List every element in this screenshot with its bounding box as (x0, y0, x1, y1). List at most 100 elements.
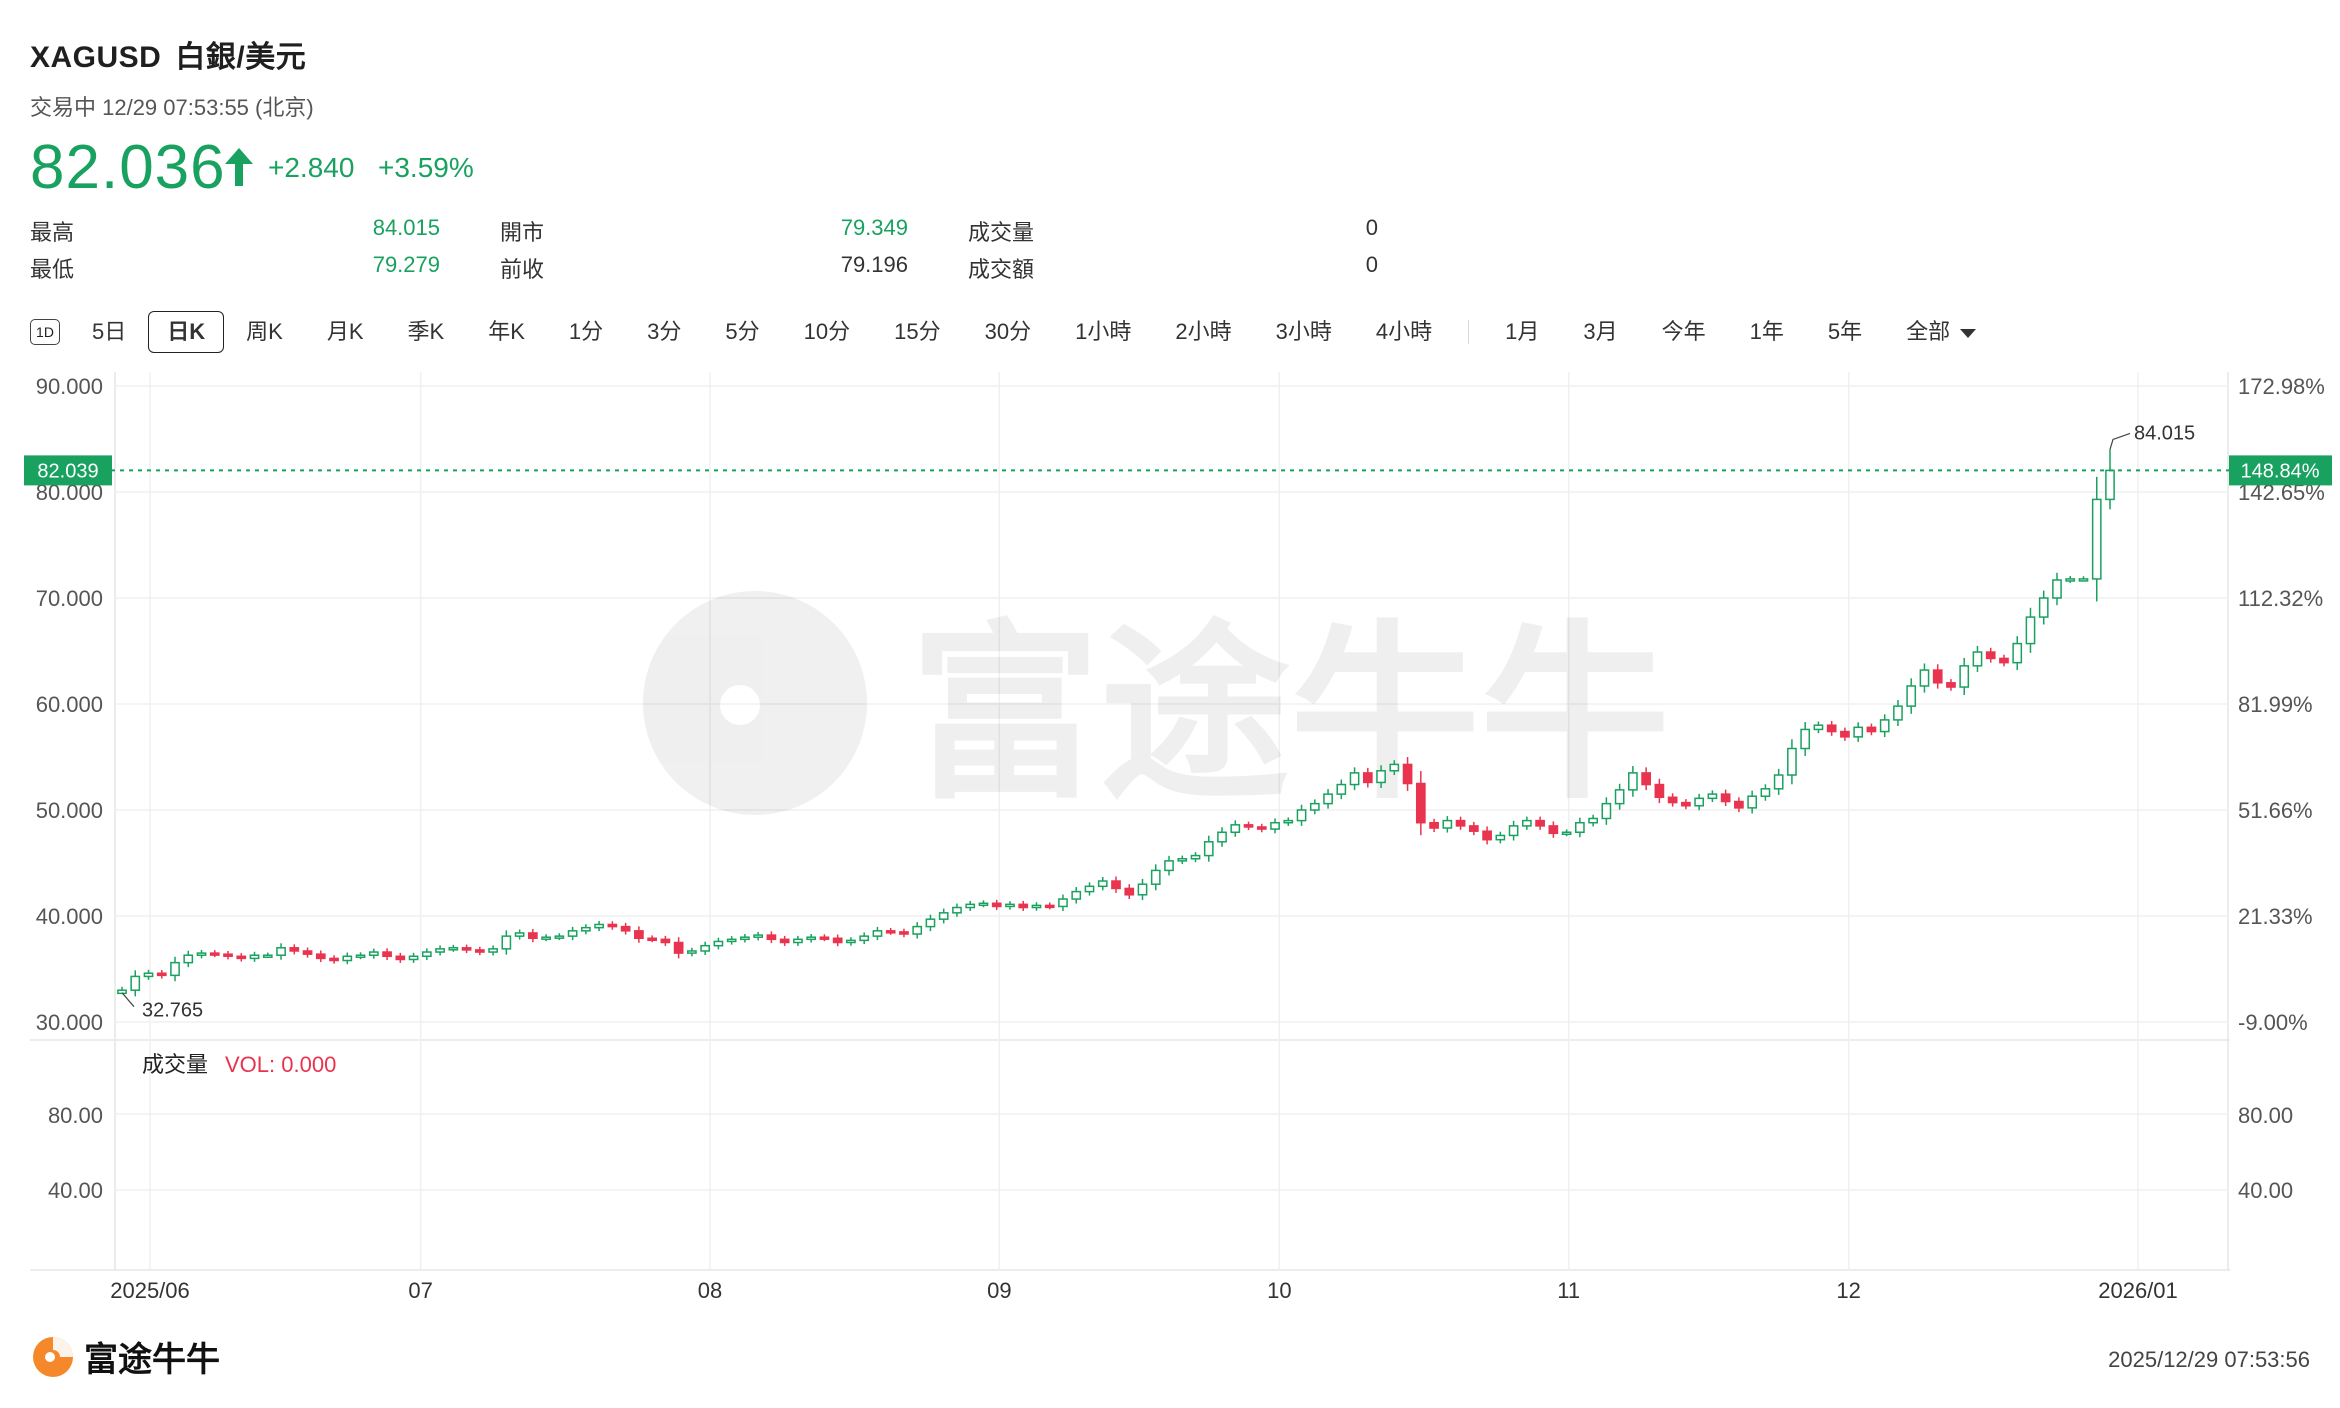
period-monthly-k[interactable]: 月K (326, 319, 364, 344)
range-1y[interactable]: 1年 (1749, 319, 1784, 344)
stat-label-turnover: 成交額 (968, 257, 1035, 282)
period-quarterly-k[interactable]: 季K (407, 319, 445, 344)
candle-body (183, 954, 194, 964)
candle-body (2105, 469, 2115, 501)
candle-body (1071, 890, 1082, 900)
period-5min[interactable]: 5分 (725, 319, 760, 344)
range-ytd[interactable]: 今年 (1661, 319, 1706, 344)
period-10min[interactable]: 10分 (803, 319, 851, 344)
candle-body (209, 952, 220, 956)
footer-timestamp: 2025/12/29 07:53:56 (2108, 1347, 2310, 1372)
candle-body (1681, 801, 1691, 807)
x-axis-label: 08 (698, 1278, 722, 1303)
period-3min[interactable]: 3分 (647, 319, 682, 344)
period-1min[interactable]: 1分 (568, 319, 604, 344)
period-weekly-k[interactable]: 周K (246, 319, 283, 344)
watermark-text: 富途牛牛 (910, 609, 1670, 821)
range-1m[interactable]: 1月 (1505, 319, 1540, 344)
watermark: 富途牛牛 (643, 591, 1670, 821)
x-axis-label: 09 (987, 1278, 1011, 1303)
candle-body (1959, 665, 1970, 688)
candle-body (1217, 831, 1227, 843)
candle-body (793, 938, 803, 944)
candle-body (1707, 793, 1718, 800)
x-axis-label: 07 (408, 1278, 432, 1303)
period-15min[interactable]: 15分 (894, 319, 941, 344)
candle-body (302, 950, 313, 955)
low-leader (121, 992, 135, 1008)
candle-body (408, 955, 419, 961)
candle-body (1813, 724, 1824, 731)
period-3h[interactable]: 3小時 (1275, 319, 1332, 344)
candle-body (1442, 819, 1453, 829)
period-2h[interactable]: 2小時 (1175, 319, 1232, 344)
candle-body (554, 935, 565, 939)
candle-body (1747, 795, 1758, 809)
candle-body (1389, 763, 1400, 772)
trading-status: 交易中 12/29 07:53:55 (北京) (30, 95, 314, 120)
range-5y[interactable]: 5年 (1827, 319, 1863, 344)
candle-body (1694, 797, 1705, 807)
symbol: XAGUSD (30, 41, 162, 74)
range-3m[interactable]: 3月 (1583, 319, 1618, 344)
candle-body (1058, 898, 1068, 908)
candle-body (421, 951, 432, 958)
interval-picker-icon[interactable]: 1D (30, 319, 60, 345)
candle-body (1879, 719, 1890, 733)
candle-body (660, 938, 671, 944)
candle-body (382, 951, 392, 958)
candle-body (647, 937, 657, 942)
range-all-dropdown[interactable]: 全部 (1884, 310, 1998, 354)
candle-body (514, 932, 525, 937)
period-daily-k[interactable]: 日K (148, 311, 225, 353)
candle-body (1946, 682, 1956, 688)
candle-body (634, 930, 644, 940)
vol-right-tick: 40.00 (2238, 1178, 2293, 1203)
volume-value: VOL: 0.000 (225, 1052, 336, 1077)
period-4h[interactable]: 4小時 (1375, 319, 1433, 344)
candle-body (1601, 802, 1612, 820)
y-right-tick: 21.33% (2238, 904, 2313, 929)
candle-body (236, 955, 247, 960)
candle-body (1309, 802, 1320, 811)
candle-body (620, 925, 631, 932)
period-1h[interactable]: 1小時 (1075, 319, 1132, 344)
period-yearly-k[interactable]: 年K (488, 319, 525, 344)
candle-body (1336, 783, 1347, 795)
candles (117, 449, 2115, 997)
price-change-percent: +3.59% (378, 152, 474, 183)
candle-body (766, 934, 777, 941)
candle-body (1853, 726, 1864, 738)
y-right-tick: 172.98% (2238, 374, 2325, 399)
candle-body (461, 947, 472, 951)
period-5d[interactable]: 5日 (92, 319, 127, 344)
price-chart[interactable]: 富途牛牛 90.000 172.98%80.000 142.65%70.000 112… (0, 360, 2340, 1310)
volume-title: 成交量 (142, 1052, 208, 1077)
candle-body (1468, 825, 1479, 832)
x-axis-label: 2026/01 (2098, 1278, 2178, 1303)
candle-body (965, 903, 976, 909)
candle-body (355, 954, 366, 958)
period-30min[interactable]: 30分 (984, 319, 1032, 344)
candle-body (395, 955, 406, 961)
candle-body (1932, 669, 1943, 684)
candle-body (1575, 821, 1585, 834)
stat-label-high: 最高 (30, 220, 75, 245)
candle-body (687, 950, 697, 954)
stat-label-volume: 成交量 (968, 220, 1035, 245)
candle-body (223, 953, 233, 958)
low-label: 32.765 (142, 1000, 203, 1022)
y-left-tick: 90.000 (36, 374, 103, 399)
futu-logo-icon (33, 1336, 73, 1377)
candle-body (1720, 793, 1731, 803)
vol-left-tick: 40.00 (48, 1178, 103, 1203)
candle-body (819, 936, 830, 940)
candle-body (1455, 819, 1466, 827)
instrument-title: XAGUSD 白銀/美元 (30, 32, 306, 76)
candle-body (594, 923, 604, 929)
candle-body (832, 937, 843, 944)
candle-body (673, 941, 684, 954)
y-left-tick: 70.000 (36, 586, 103, 611)
candle-body (1840, 730, 1850, 738)
y-left-tick: 40.000 (36, 904, 103, 929)
